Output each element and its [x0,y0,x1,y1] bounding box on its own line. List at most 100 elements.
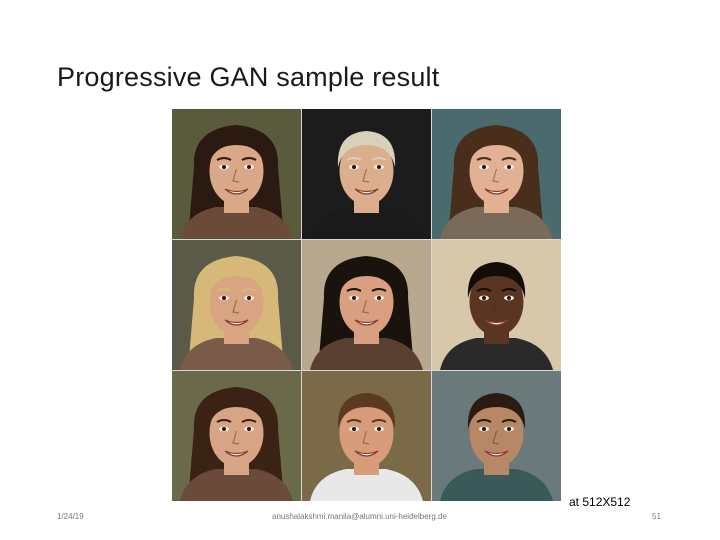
eyebrow [476,157,492,161]
hair-top [207,262,266,298]
eye-pupil [377,296,381,300]
face-2 [302,109,431,239]
eyebrow [241,157,257,161]
face-5 [302,240,431,370]
nose [232,430,240,445]
eyebrow [346,419,362,423]
eye-pupil [352,165,356,169]
face-6 [432,240,561,370]
footer-email: anushalakshmi.manila@alumni.uni-heidelbe… [272,512,447,521]
nose [362,430,370,445]
face-shape [209,268,264,336]
shoulders [440,469,553,501]
portrait-image [302,240,431,370]
portrait-image [172,240,301,370]
hair-top [337,262,396,298]
mouth [224,188,249,195]
face-4 [172,240,301,370]
portrait-image [432,109,561,239]
eyebrow [346,288,362,292]
eye-pupil [482,296,486,300]
eye-pupil [352,427,356,431]
eyebrow [501,419,517,423]
mouth [224,319,249,326]
eye-pupil [352,296,356,300]
face-shape [469,399,524,467]
portrait-image [432,240,561,370]
shoulders [440,338,553,370]
mouth [354,188,379,195]
hair-top [467,393,526,429]
nose [362,299,370,314]
eyebrow [216,288,232,292]
eye-pupil [482,427,486,431]
eyebrow [216,419,232,423]
eyebrow [241,419,257,423]
portrait-image [172,109,301,239]
eye-pupil [507,296,511,300]
mouth [484,450,509,457]
face-sample-grid [172,109,561,501]
hair-top [467,131,526,167]
nose [492,430,500,445]
eye-pupil [377,165,381,169]
face-shape [209,137,264,205]
nose [362,168,370,183]
face-shape [339,268,394,336]
face-3 [432,109,561,239]
footer-date: 1/24/19 [57,512,84,521]
eye-pupil [507,427,511,431]
hair-top [207,393,266,429]
portrait-image [172,371,301,501]
face-shape [339,399,394,467]
portrait-image [432,371,561,501]
portrait-image [302,109,431,239]
face-1 [172,109,301,239]
face-shape [469,137,524,205]
eyebrow [216,157,232,161]
eyebrow [371,419,387,423]
eyebrow [476,419,492,423]
face-shape [469,268,524,336]
mouth [224,450,249,457]
portrait-image [302,371,431,501]
face-shape [209,399,264,467]
eye-pupil [507,165,511,169]
eyebrow [241,288,257,292]
eye-pupil [222,296,226,300]
footer-page-number: 51 [652,512,661,521]
hair-top [337,393,396,429]
eyebrow [501,157,517,161]
hair-top [467,262,526,298]
hair-top [207,131,266,167]
eye-pupil [482,165,486,169]
shoulders [180,338,293,370]
slide-title: Progressive GAN sample result [57,62,440,92]
shoulders [310,338,423,370]
face-7 [172,371,301,501]
eyebrow [371,288,387,292]
eyebrow [371,157,387,161]
eye-pupil [247,296,251,300]
face-8 [302,371,431,501]
shoulders [310,207,423,239]
hair-top [337,131,396,167]
resolution-label: at 512X512 [569,495,631,509]
nose [232,168,240,183]
shoulders [310,469,423,501]
shoulders [180,207,293,239]
eyebrow [346,157,362,161]
nose [492,168,500,183]
eye-pupil [247,165,251,169]
eye-pupil [377,427,381,431]
mouth [484,188,509,195]
eye-pupil [222,427,226,431]
eyebrow [476,288,492,292]
mouth [354,450,379,457]
mouth [354,319,379,326]
nose [232,299,240,314]
nose [492,299,500,314]
face-9 [432,371,561,501]
eyebrow [501,288,517,292]
mouth [484,319,509,326]
